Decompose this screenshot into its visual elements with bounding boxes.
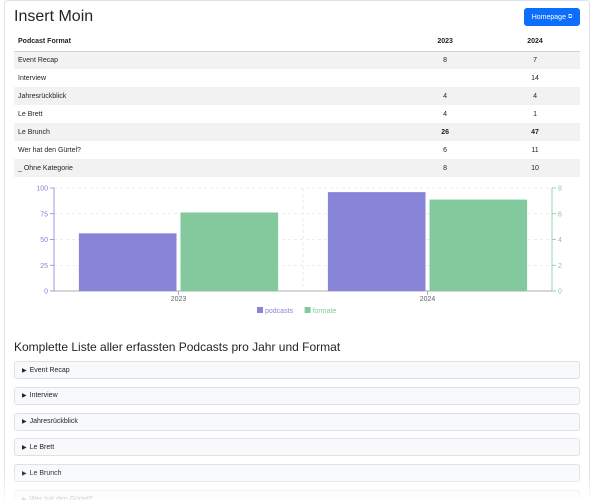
podcast-chart: 0 25 50 75 100 0 2 4 6 8 2023 2024 podcasts formate [14,180,580,320]
accordion-item-label: Jahresrückblick [29,418,78,426]
cell-2023: 26 [400,123,491,141]
disclosure-triangle-icon: ▶ [22,419,27,426]
accordion-item[interactable]: ▶ Wer hat den Gürtel? [14,490,580,500]
accordion-item-label: Wer hat den Gürtel? [29,495,93,500]
cell-2023: 8 [400,159,491,177]
legend-swatch-formate [304,307,311,313]
right-tick-label: 6 [558,211,562,218]
cell-format: Interview [18,74,47,82]
cell-2023: 8 [400,51,491,69]
bar-formate-2023 [180,212,279,291]
cell-2024: 7 [490,51,580,69]
header-2023: 2023 [400,33,491,52]
x-tick-label: 2024 [420,296,436,303]
cell-2024: 47 [490,123,580,141]
disclosure-triangle-icon: ▶ [22,470,27,477]
table-row: Event Recap 8 7 [14,51,580,69]
legend-swatch-podcasts [257,307,263,313]
right-tick-label: 8 [558,186,562,193]
table-body: Event Recap 8 7 Interview 14 Jahresrückblick 4… [14,51,580,177]
external-link-icon: ⧉ [567,13,573,20]
disclosure-triangle-icon: ▶ [22,393,27,400]
accordion-item[interactable]: ▶ Le Brunch [14,464,580,483]
left-tick-label: 0 [44,289,48,296]
accordion-item-label: Event Recap [29,366,70,374]
cell-format: Le Brunch [14,123,401,141]
left-tick-label: 25 [40,263,48,270]
homepage-button-label: Homepage [531,13,566,21]
header-2024: 2024 [490,33,580,52]
bar-formate-2024 [429,199,528,291]
cell-format: _ Ohne Kategorie [14,159,401,177]
left-tick-label: 75 [40,211,48,218]
cell-2023: 4 [400,87,491,105]
list-section-heading: Komplette Liste aller erfassten Podcasts… [14,340,341,354]
disclosure-triangle-icon: ▶ [22,496,27,500]
table-row: Le Brunch 26 47 [14,123,580,141]
table-header-row: Podcast Format 2023 2024 [14,33,580,52]
right-tick-label: 4 [558,237,562,244]
table-row: Jahresrückblick 4 4 [14,87,580,105]
accordion-item-label: Le Brett [29,443,55,451]
accordion-item-label: Interview [29,392,58,400]
left-tick-label: 100 [36,186,48,193]
right-tick-label: 0 [558,289,562,296]
cell-format: Le Brett [18,110,43,118]
cell-2024: 4 [490,87,580,105]
cell-2023: 6 [443,146,448,154]
cell-format: Jahresrückblick [14,87,401,105]
bar-podcasts-2023 [78,233,177,291]
x-tick-label: 2023 [171,296,187,303]
disclosure-triangle-icon: ▶ [22,367,27,374]
cell-2024: 1 [533,110,537,118]
cell-2023: 4 [443,110,448,118]
page-title: Insert Moin [14,8,94,25]
cell-2024: 10 [490,159,580,177]
table-row: Le Brett 4 1 [14,105,580,123]
disclosure-triangle-icon: ▶ [22,444,27,451]
cell-2024: 14 [531,74,539,82]
accordion-item[interactable]: ▶ Jahresrückblick [14,412,580,431]
homepage-button[interactable]: Homepage ⧉ [524,8,580,26]
accordion-item-label: Le Brunch [29,469,62,477]
accordion-item[interactable]: ▶ Le Brett [14,438,580,457]
cell-format: Event Recap [14,51,401,69]
legend-label-podcasts: podcasts [265,308,294,315]
table-row: Interview 14 [14,69,580,87]
table-row: _ Ohne Kategorie 8 10 [14,159,580,177]
accordion-item[interactable]: ▶ Interview [14,386,580,405]
left-tick-label: 50 [40,237,48,244]
legend-label-formate: formate [313,308,337,315]
bar-podcasts-2024 [327,192,426,291]
bar-chart-svg: 0 25 50 75 100 0 2 4 6 8 2023 2024 podcasts formate [36,186,562,316]
cell-format: Wer hat den Gürtel? [18,146,81,154]
cell-2024: 11 [531,146,539,154]
cell-2023 [400,69,490,87]
header-format: Podcast Format [14,33,401,52]
right-tick-label: 2 [558,263,562,270]
table-row: Wer hat den Gürtel? 6 11 [14,141,580,159]
podcast-format-table: Podcast Format 2023 2024 Event Recap 8 7 In… [14,33,580,177]
accordion-item[interactable]: ▶ Event Recap [14,361,580,379]
